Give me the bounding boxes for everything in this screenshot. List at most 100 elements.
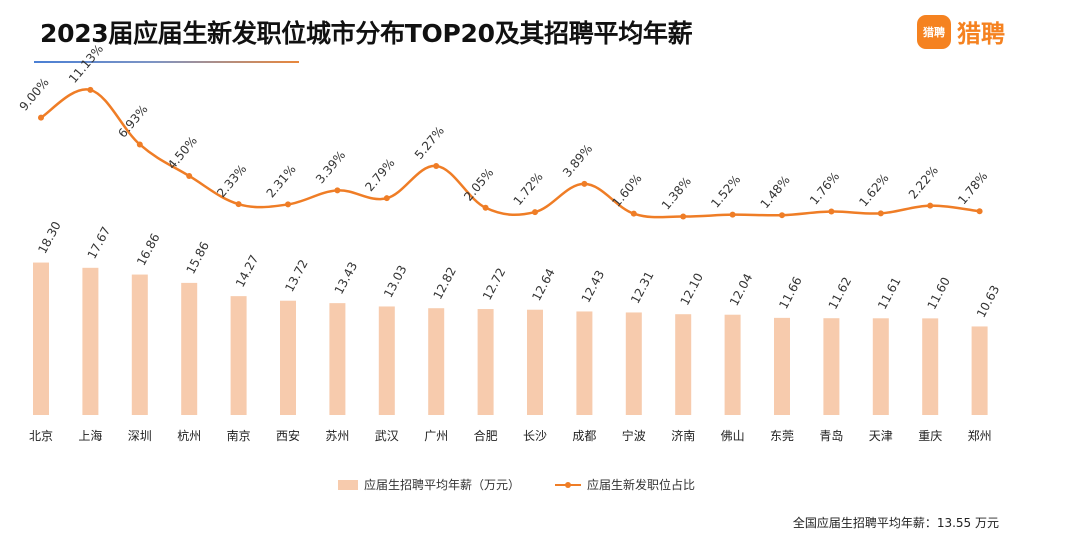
bar-value-label-8: 12.82: [430, 265, 458, 302]
share-value-label-7: 2.79%: [362, 156, 397, 194]
share-value-label-12: 1.60%: [609, 171, 644, 209]
chart-title: 2023届应届生新发职位城市分布TOP20及其招聘平均年薪: [40, 19, 693, 48]
line-value-labels: 9.00%11.13%6.93%4.50%2.33% 2.31% 3.39% 2.79…: [17, 42, 991, 213]
bar-value-label-6: 13.43: [332, 260, 360, 297]
legend-item-salary: 应届生招聘平均年薪（万元）: [338, 476, 520, 493]
share-point-12: [630, 210, 637, 217]
share-point-4: [235, 201, 242, 208]
bar-1: [82, 267, 99, 415]
bar-value-label-4: 14.27: [233, 253, 261, 290]
x-axis-labels: 北京 上海 深圳 杭州 南京 西安 苏州 武汉 广州 合肥 长沙 成都 宁波 济南 佛山 东莞 青岛 天津 重庆 郑州: [29, 428, 992, 443]
share-point-6: [334, 187, 341, 194]
legend-item-share: 应届生新发职位占比: [555, 476, 695, 493]
share-value-label-11: 3.89%: [560, 142, 595, 180]
bar-3: [181, 282, 198, 415]
bar-value-label-15: 11.66: [776, 274, 804, 311]
bar-2: [131, 274, 148, 415]
x-tick-label-16: 青岛: [819, 428, 843, 443]
share-value-label-4: 2.33%: [214, 162, 249, 200]
bar-value-label-19: 10.63: [974, 283, 1002, 320]
bar-7: [378, 306, 395, 415]
bar-18: [922, 318, 939, 415]
x-tick-label-3: 杭州: [177, 428, 201, 443]
legend-bar-swatch: [338, 479, 358, 490]
x-tick-label-12: 宁波: [622, 428, 646, 443]
x-tick-label-0: 北京: [29, 429, 53, 443]
share-value-label-17: 1.62%: [856, 171, 891, 209]
share-value-label-8: 5.27%: [412, 124, 447, 162]
x-tick-label-10: 长沙: [523, 429, 547, 443]
share-value-label-1: 11.13%: [66, 42, 106, 86]
legend-line-swatch: [555, 480, 581, 490]
share-point-14: [729, 211, 736, 218]
bar-14: [724, 314, 741, 415]
bar-17: [872, 318, 889, 415]
bar-value-label-1: 17.67: [85, 224, 113, 261]
bar-value-label-11: 12.43: [579, 268, 607, 305]
bar-value-label-10: 12.64: [529, 266, 557, 303]
share-value-label-14: 1.52%: [708, 172, 743, 210]
bar-5: [280, 300, 296, 415]
share-point-13: [680, 213, 687, 220]
share-point-0: [38, 114, 44, 121]
x-tick-label-13: 济南: [671, 428, 695, 443]
x-tick-label-1: 上海: [78, 428, 102, 443]
share-point-9: [482, 204, 489, 211]
liepin-logo: 猎聘 猎聘: [917, 14, 1005, 49]
logo-text: 猎聘: [957, 20, 1005, 48]
bar-9: [477, 309, 494, 415]
share-point-3: [186, 172, 193, 179]
share-value-label-3: 4.50%: [165, 134, 200, 172]
x-tick-label-17: 天津: [869, 429, 893, 443]
share-value-label-19: 1.78%: [955, 169, 990, 207]
bar-19: [971, 326, 988, 415]
share-point-11: [581, 180, 588, 187]
bar-8: [428, 308, 445, 415]
x-tick-label-5: 西安: [276, 428, 300, 443]
share-value-label-5: 2.31%: [264, 162, 299, 200]
legend-label-share: 应届生新发职位占比: [587, 478, 696, 492]
share-value-label-9: 2.05%: [461, 166, 496, 204]
x-tick-label-7: 武汉: [375, 429, 399, 443]
bar-value-label-17: 11.61: [875, 275, 903, 312]
bar-value-label-16: 11.62: [826, 275, 854, 312]
x-tick-label-11: 成都: [572, 429, 596, 443]
share-point-8: [433, 162, 440, 169]
bar-6: [329, 303, 346, 415]
bar-value-label-3: 15.86: [183, 239, 211, 276]
bar-4: [230, 296, 247, 415]
bar-16: [823, 318, 840, 415]
bar-value-label-7: 13.03: [381, 263, 409, 300]
share-value-label-13: 1.38%: [659, 174, 694, 212]
x-tick-label-4: 南京: [227, 428, 251, 443]
share-point-5: [285, 201, 291, 208]
bar-value-label-18: 11.60: [924, 275, 952, 312]
share-point-15: [779, 212, 785, 219]
x-tick-label-8: 广州: [424, 429, 448, 443]
share-point-2: [136, 141, 143, 148]
x-tick-label-14: 佛山: [721, 429, 745, 443]
share-value-label-6: 3.39%: [313, 148, 348, 186]
bar-value-labels: 18.30 17.67 16.86 15.86 14.27 13.72 13.43 13.03…: [35, 219, 1002, 320]
bar-value-label-2: 16.86: [134, 231, 162, 268]
title-underline: [34, 61, 299, 63]
x-tick-label-15: 东莞: [770, 429, 794, 443]
x-tick-label-18: 重庆: [918, 429, 942, 443]
share-value-label-0: 9.00%: [17, 75, 52, 113]
x-tick-label-19: 郑州: [968, 428, 992, 443]
bar-0: [33, 262, 49, 415]
bar-value-label-14: 12.04: [727, 271, 755, 308]
share-point-10: [532, 209, 538, 216]
x-tick-label-2: 深圳: [128, 429, 152, 443]
bar-10: [527, 309, 543, 415]
bar-15: [774, 317, 790, 415]
share-value-label-16: 1.76%: [807, 169, 842, 207]
bar-11: [576, 311, 593, 415]
share-value-label-18: 2.22%: [906, 163, 941, 201]
line-series: [38, 86, 983, 220]
bar-13: [675, 314, 692, 415]
bar-value-label-13: 12.10: [677, 271, 705, 308]
share-point-1: [87, 86, 94, 93]
logo-badge-icon: 猎聘: [917, 14, 951, 49]
